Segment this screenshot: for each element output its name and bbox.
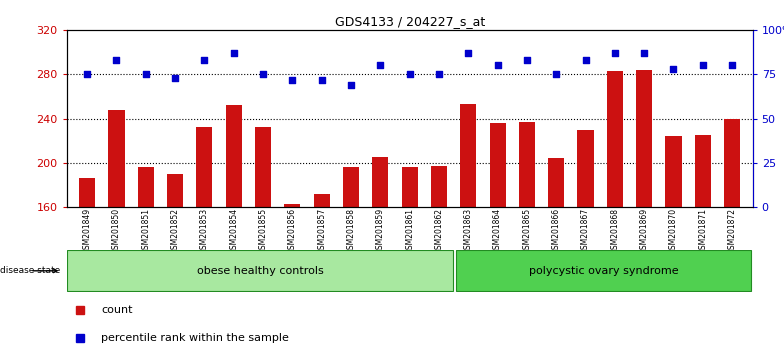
Bar bbox=[67, 250, 453, 291]
Point bbox=[579, 57, 592, 63]
Text: obese healthy controls: obese healthy controls bbox=[197, 266, 324, 276]
Point bbox=[550, 72, 562, 77]
Bar bbox=[578, 130, 593, 354]
Point bbox=[81, 72, 93, 77]
Text: GSM201852: GSM201852 bbox=[171, 208, 180, 254]
Bar bbox=[666, 136, 681, 354]
Point bbox=[638, 50, 651, 56]
Text: GSM201862: GSM201862 bbox=[434, 208, 444, 254]
Text: GSM201850: GSM201850 bbox=[112, 208, 121, 254]
Text: GSM201863: GSM201863 bbox=[464, 208, 473, 254]
Point bbox=[696, 63, 709, 68]
Bar bbox=[456, 250, 751, 291]
Point bbox=[667, 66, 680, 72]
Text: GSM201853: GSM201853 bbox=[200, 208, 209, 254]
Point bbox=[198, 57, 211, 63]
Text: percentile rank within the sample: percentile rank within the sample bbox=[101, 333, 289, 343]
Text: GSM201871: GSM201871 bbox=[699, 208, 707, 254]
Bar bbox=[226, 105, 241, 354]
Text: GSM201856: GSM201856 bbox=[288, 208, 297, 254]
Text: disease state: disease state bbox=[0, 266, 60, 275]
Text: GSM201868: GSM201868 bbox=[611, 208, 619, 254]
Point bbox=[169, 75, 181, 81]
Text: GSM201857: GSM201857 bbox=[318, 208, 326, 254]
Point bbox=[111, 57, 123, 63]
Bar bbox=[724, 119, 740, 354]
Point bbox=[608, 50, 621, 56]
Bar bbox=[196, 127, 212, 354]
Title: GDS4133 / 204227_s_at: GDS4133 / 204227_s_at bbox=[335, 15, 485, 28]
Point bbox=[257, 72, 270, 77]
Bar bbox=[79, 178, 95, 354]
Point bbox=[726, 63, 739, 68]
Point bbox=[286, 77, 299, 82]
Bar bbox=[460, 104, 477, 354]
Text: polycystic ovary syndrome: polycystic ovary syndrome bbox=[528, 266, 678, 276]
Point bbox=[521, 57, 533, 63]
Text: GSM201851: GSM201851 bbox=[141, 208, 151, 254]
Bar bbox=[636, 70, 652, 354]
Point bbox=[227, 50, 240, 56]
Bar bbox=[431, 166, 447, 354]
Bar bbox=[285, 204, 300, 354]
Bar bbox=[607, 71, 623, 354]
Point bbox=[403, 72, 416, 77]
Point bbox=[345, 82, 358, 88]
Bar bbox=[108, 110, 125, 354]
Point bbox=[315, 77, 328, 82]
Bar bbox=[695, 135, 711, 354]
Bar bbox=[372, 157, 388, 354]
Text: GSM201870: GSM201870 bbox=[669, 208, 678, 254]
Bar bbox=[489, 123, 506, 354]
Point bbox=[492, 63, 504, 68]
Text: count: count bbox=[101, 305, 132, 315]
Text: GSM201867: GSM201867 bbox=[581, 208, 590, 254]
Text: GSM201864: GSM201864 bbox=[493, 208, 502, 254]
Bar bbox=[138, 167, 154, 354]
Point bbox=[140, 72, 152, 77]
Text: GSM201849: GSM201849 bbox=[82, 208, 92, 254]
Text: GSM201858: GSM201858 bbox=[347, 208, 355, 254]
Bar bbox=[314, 194, 330, 354]
Point bbox=[433, 72, 445, 77]
Text: GSM201869: GSM201869 bbox=[640, 208, 648, 254]
Text: GSM201854: GSM201854 bbox=[229, 208, 238, 254]
Bar bbox=[343, 167, 359, 354]
Bar bbox=[167, 174, 183, 354]
Bar bbox=[519, 122, 535, 354]
Point bbox=[462, 50, 474, 56]
Text: GSM201859: GSM201859 bbox=[376, 208, 385, 254]
Bar bbox=[401, 167, 418, 354]
Text: GSM201855: GSM201855 bbox=[259, 208, 267, 254]
Point bbox=[374, 63, 387, 68]
Text: GSM201861: GSM201861 bbox=[405, 208, 414, 254]
Text: GSM201865: GSM201865 bbox=[522, 208, 532, 254]
Bar bbox=[548, 159, 564, 354]
Bar bbox=[255, 127, 271, 354]
Text: GSM201872: GSM201872 bbox=[728, 208, 737, 254]
Text: GSM201866: GSM201866 bbox=[552, 208, 561, 254]
